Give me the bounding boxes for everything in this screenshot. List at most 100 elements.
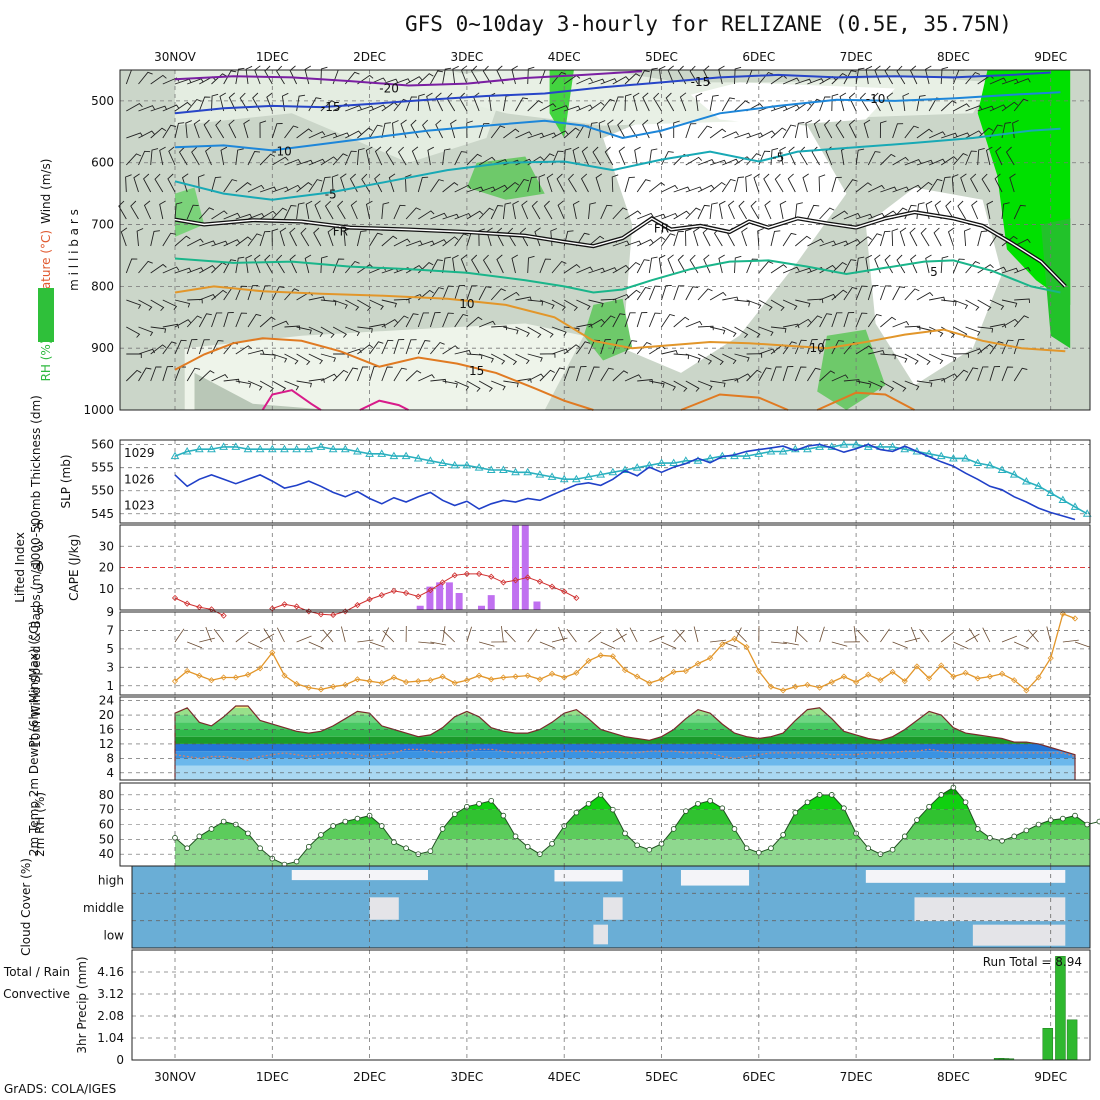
wind-barb: [940, 156, 958, 166]
wind-barb: [557, 200, 565, 220]
wind-barb: [502, 202, 512, 220]
wind-barb: [186, 98, 202, 112]
wind-barb: [527, 66, 535, 85]
thickness-point: [267, 444, 277, 453]
surface-barb: [235, 631, 249, 643]
wind-barb: [284, 205, 297, 220]
wind-barb: [965, 367, 979, 382]
wind-barb: [807, 315, 823, 328]
wind-barb: [697, 125, 713, 139]
surface-barb: [1001, 635, 1018, 643]
wind-barb: [909, 227, 918, 247]
rh-point: [391, 839, 397, 846]
wind-barb: [308, 378, 325, 383]
wind-barb: [612, 96, 624, 112]
wind-barb: [855, 345, 873, 355]
wind-barb: [534, 227, 541, 247]
wind-barb: [896, 65, 906, 85]
wind-barb: [215, 119, 225, 139]
wind-barb: [779, 146, 786, 166]
wind-barb: [515, 178, 530, 193]
wind-barb: [344, 367, 359, 382]
wind-barb: [404, 174, 412, 193]
isotherm-20a: [261, 389, 322, 411]
rh-band: [175, 794, 1090, 810]
wind-barb: [953, 299, 969, 310]
wind-barb: [649, 236, 666, 247]
wind-barb: [600, 78, 618, 85]
wind-barb: [795, 299, 811, 308]
wind-barb: [271, 228, 279, 247]
wind-speed-point: [184, 667, 191, 675]
wind-barb: [138, 150, 151, 166]
wind-barb: [174, 235, 191, 247]
wind-barb: [770, 147, 779, 166]
wind-barb: [381, 366, 393, 382]
wind-barb: [746, 132, 764, 139]
surface-barb: [263, 628, 273, 643]
wind-barb: [126, 299, 142, 309]
wind-barb: [679, 92, 687, 112]
wind-barb: [503, 128, 520, 139]
wind-barb: [503, 380, 519, 388]
wind-barb: [327, 227, 335, 247]
wind-barb: [588, 101, 605, 112]
rh-point: [318, 832, 324, 838]
wind-speed-point: [646, 679, 653, 687]
wind-barb: [418, 210, 435, 220]
thickness-point: [705, 453, 715, 462]
wind-barb: [989, 299, 1005, 310]
slp-tick-label: 1023: [124, 499, 155, 513]
wind-barb: [904, 380, 920, 391]
surface-barb: [649, 635, 665, 643]
wind-barb: [410, 119, 419, 139]
wind-barb: [211, 176, 222, 193]
wind-barb: [466, 210, 484, 220]
wind-barb: [612, 339, 624, 355]
wind-barb: [782, 232, 797, 247]
wind-barb: [856, 380, 872, 389]
wind-barb: [340, 173, 347, 193]
wind-speed-point: [621, 667, 629, 674]
wind-barb: [588, 318, 605, 328]
wind-barb: [393, 78, 411, 85]
wind-barb: [511, 254, 519, 274]
wind-barb: [831, 374, 849, 382]
wind-barb: [247, 184, 265, 193]
wind-barb: [673, 285, 685, 301]
wind-barb: [271, 207, 288, 220]
rh-point: [683, 808, 689, 814]
wind-barb: [538, 174, 546, 193]
surface-barb: [296, 635, 312, 643]
wind-barb: [223, 312, 234, 328]
cloud-gap: [593, 924, 608, 945]
isotherm-label: 15: [469, 364, 484, 378]
surface-barb: [819, 626, 825, 643]
wind-speed-point: [707, 655, 714, 662]
wind-barb: [442, 256, 451, 274]
wind-barb: [977, 127, 994, 139]
cloud-gap: [603, 897, 623, 920]
surface-barb: [919, 628, 930, 643]
wind-barb: [865, 65, 873, 85]
cloud-gap: [680, 870, 750, 886]
wind-barb: [685, 207, 701, 220]
rh-point: [184, 845, 190, 852]
temp-tick-label: 20: [99, 708, 114, 722]
surface-barb: [857, 630, 869, 643]
wind-barb: [1001, 339, 1014, 355]
wind-barb: [899, 227, 907, 247]
wind-speed-point: [500, 674, 507, 681]
wind-barb: [819, 240, 837, 247]
li-point: [524, 574, 531, 581]
bottom-date-label: 7DEC: [840, 1070, 873, 1084]
wind-barb: [970, 173, 979, 193]
rh-shade-region: [549, 70, 574, 138]
wind-speed-point: [658, 676, 665, 683]
wind-barb: [235, 67, 245, 85]
wind-barb: [490, 353, 506, 365]
wind-speed-point: [585, 657, 592, 664]
wind-barb: [235, 182, 252, 193]
isotherm--20: [174, 70, 643, 87]
freezing-line-core: [174, 211, 1066, 287]
